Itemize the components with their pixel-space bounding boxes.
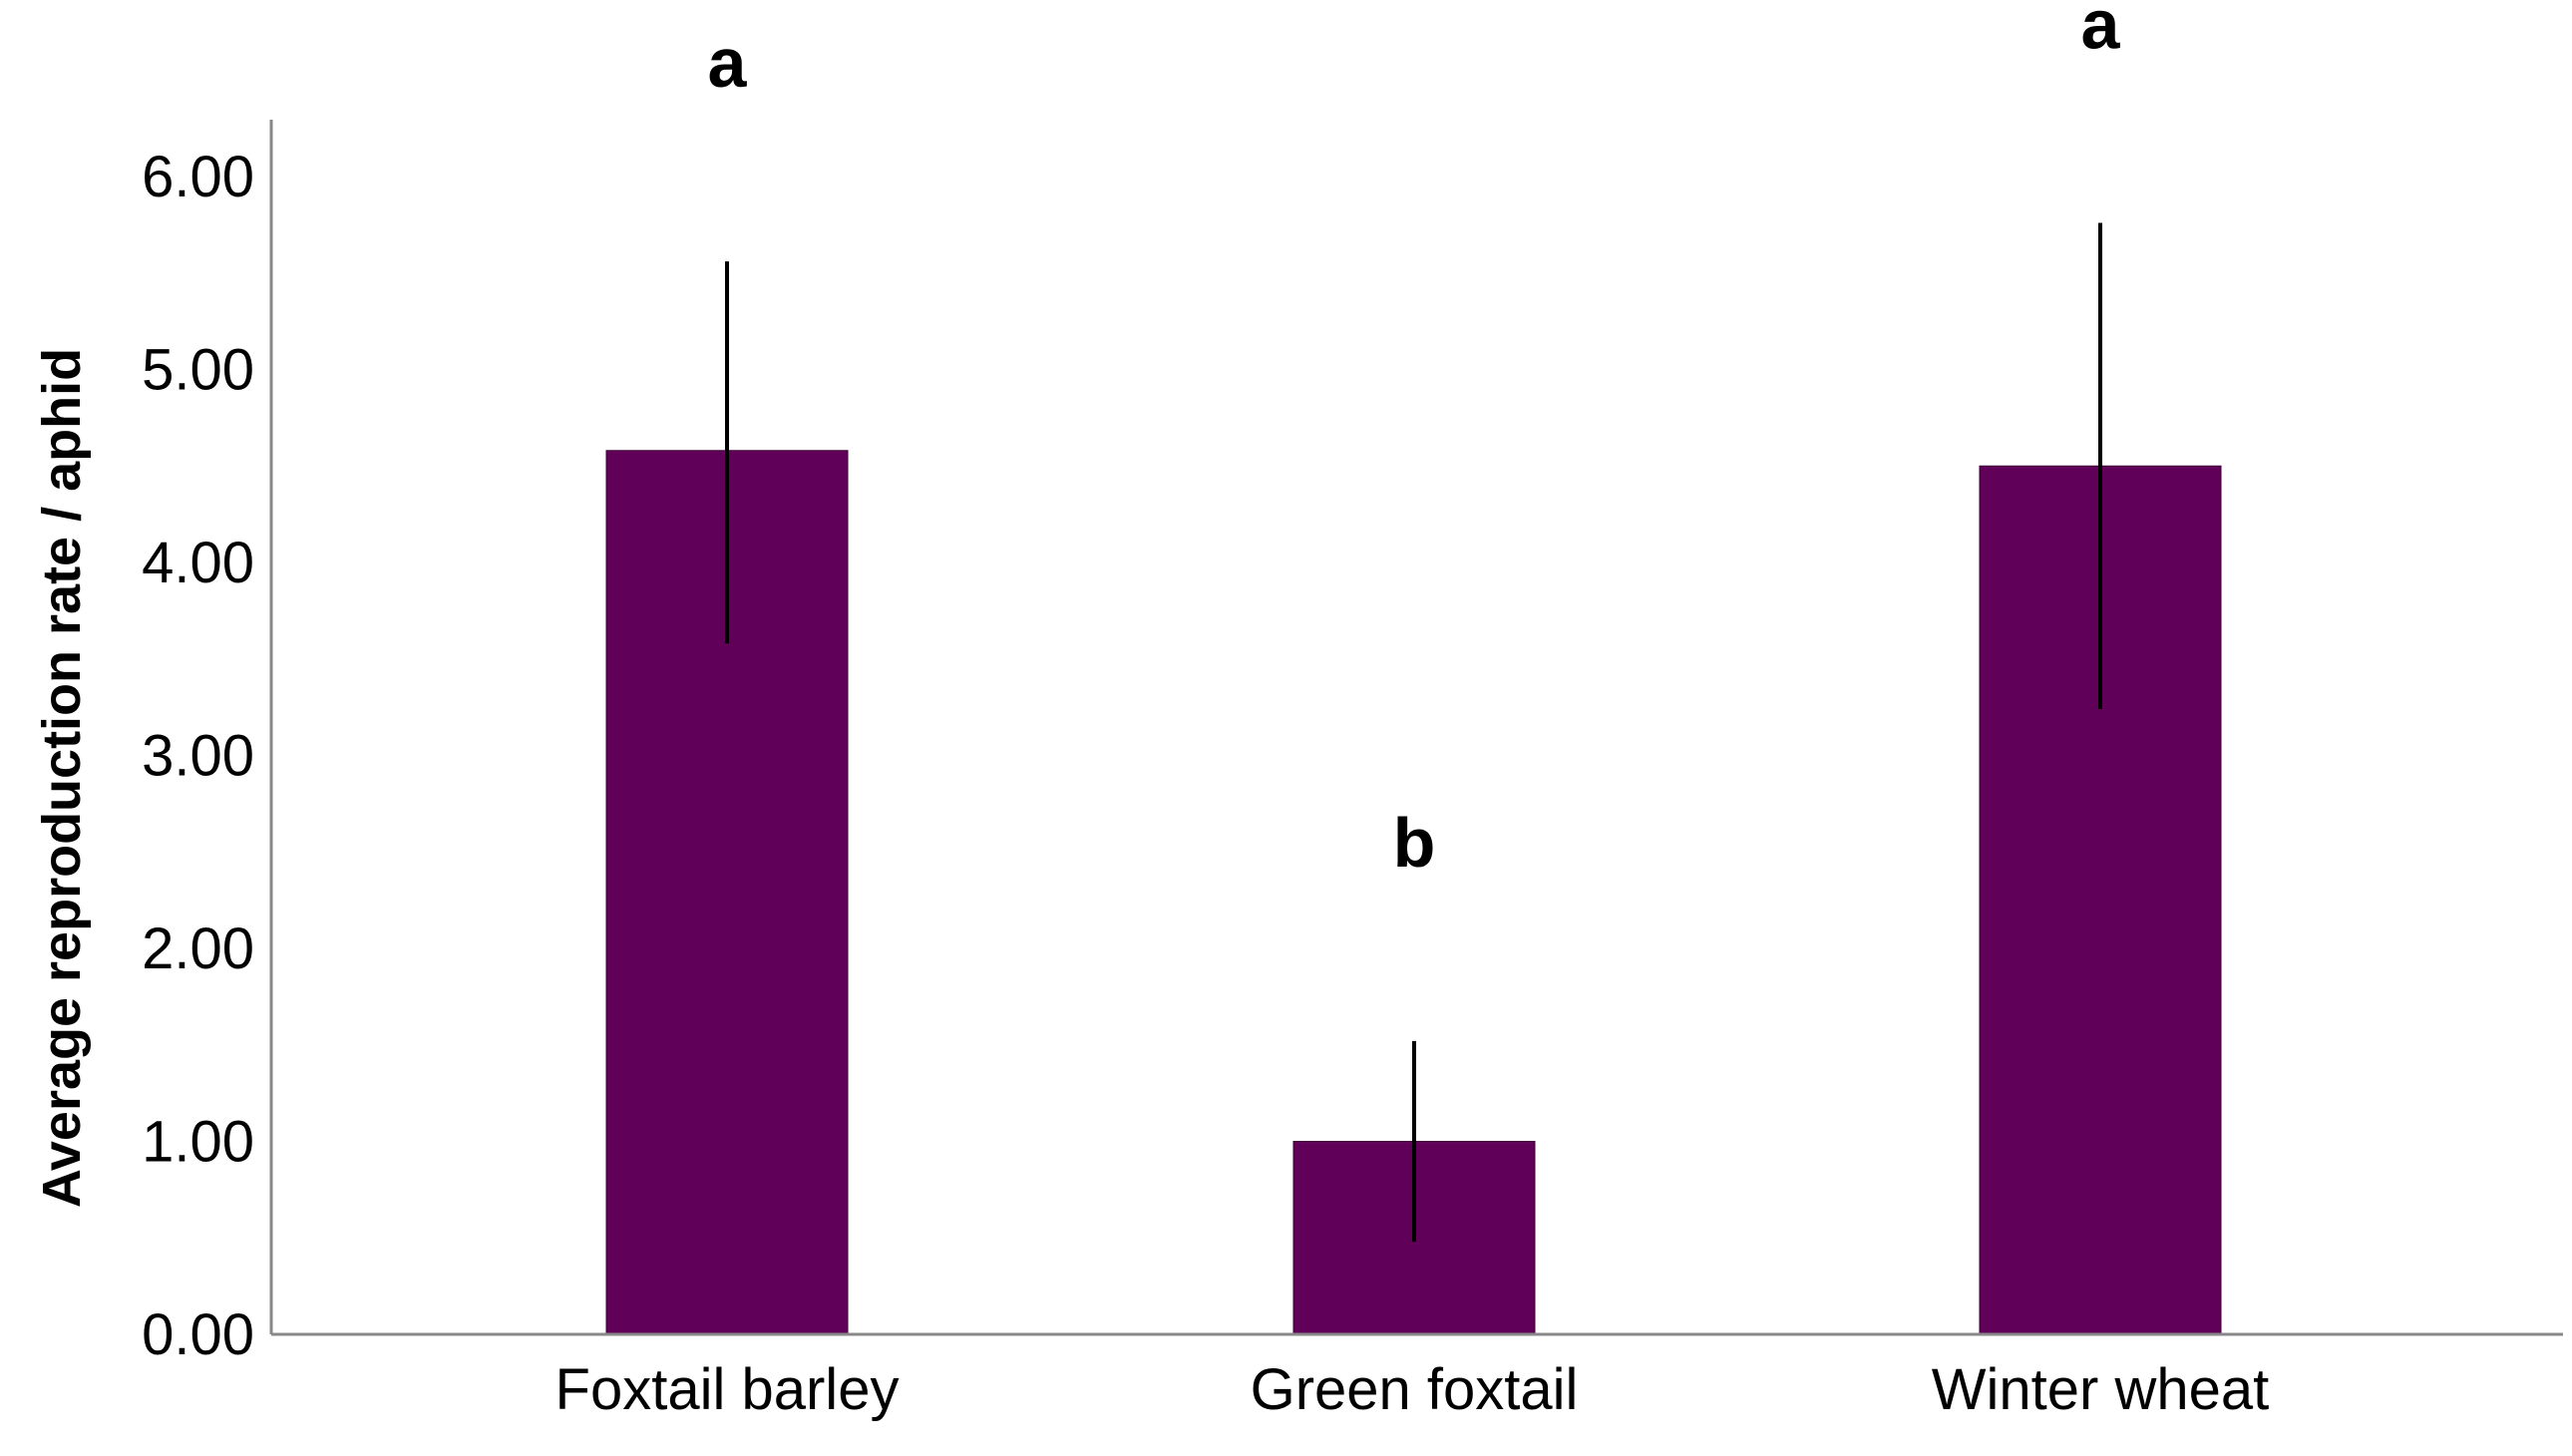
x-tick-label: Winter wheat (1932, 1357, 2269, 1422)
x-tick-label: Foxtail barley (555, 1357, 900, 1422)
y-tick-label: 6.00 (142, 145, 254, 209)
y-tick-label: 1.00 (142, 1110, 254, 1175)
significance-letter: b (1393, 804, 1436, 882)
y-axis-title: Average reproduction rate / aphid (32, 348, 92, 1208)
significance-letter: a (708, 24, 748, 102)
x-tick-label: Green foxtail (1251, 1357, 1579, 1422)
y-tick-label: 3.00 (142, 724, 254, 789)
errorbars-layer (725, 222, 2102, 1243)
y-tick-label: 5.00 (142, 338, 254, 403)
axes-layer (269, 120, 2563, 1336)
y-tick-label: 0.00 (142, 1302, 254, 1367)
y-tick-labels: 0.00 1.00 2.00 3.00 4.00 5.00 6.00 (142, 145, 254, 1367)
significance-letters: a b a (708, 0, 2121, 882)
y-tick-label: 4.00 (142, 531, 254, 595)
significance-letter: a (2081, 0, 2121, 63)
y-tick-label: 2.00 (142, 916, 254, 981)
x-tick-labels: Foxtail barley Green foxtail Winter wheat (555, 1357, 2270, 1422)
